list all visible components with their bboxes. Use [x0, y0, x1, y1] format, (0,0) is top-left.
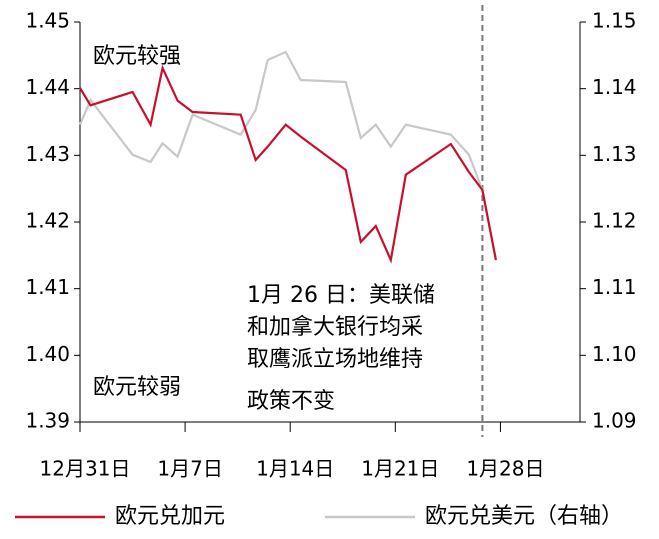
y2-tick-label: 1.14	[592, 75, 637, 99]
x-tick-label: 1月21日	[361, 457, 439, 481]
y2-tick-label: 1.13	[592, 142, 637, 166]
annotation: 1月 26 日：美联储	[247, 283, 435, 308]
legend-label: 欧元兑美元（右轴）	[425, 504, 623, 529]
y2-tick-label: 1.10	[592, 342, 637, 366]
annotation: 欧元较弱	[93, 375, 181, 400]
annotation: 欧元较强	[93, 44, 181, 69]
annotation: 取鹰派立场地维持	[247, 347, 423, 372]
annotation: 和加拿大银行均采	[247, 314, 423, 340]
annotation: 政策不变	[247, 389, 335, 414]
series-line	[79, 64, 497, 264]
y-tick-label: 1.44	[25, 75, 70, 99]
y-tick-label: 1.40	[25, 342, 70, 366]
legend-label: 欧元兑加元	[115, 504, 225, 529]
x-tick-label: 1月28日	[466, 457, 544, 481]
x-tick-label: 1月7日	[157, 457, 222, 481]
y-tick-label: 1.39	[25, 409, 70, 433]
x-tick-label: 12月31日	[40, 457, 131, 481]
y-tick-label: 1.42	[25, 209, 70, 233]
y2-tick-label: 1.15	[592, 9, 637, 33]
y2-tick-label: 1.12	[592, 209, 637, 233]
y-tick-label: 1.41	[25, 275, 70, 299]
y-tick-label: 1.45	[25, 9, 70, 33]
y2-tick-label: 1.11	[592, 275, 637, 299]
y-tick-label: 1.43	[25, 142, 70, 166]
y2-tick-label: 1.09	[592, 409, 637, 433]
x-tick-label: 1月14日	[256, 457, 334, 481]
series-line	[78, 50, 497, 261]
